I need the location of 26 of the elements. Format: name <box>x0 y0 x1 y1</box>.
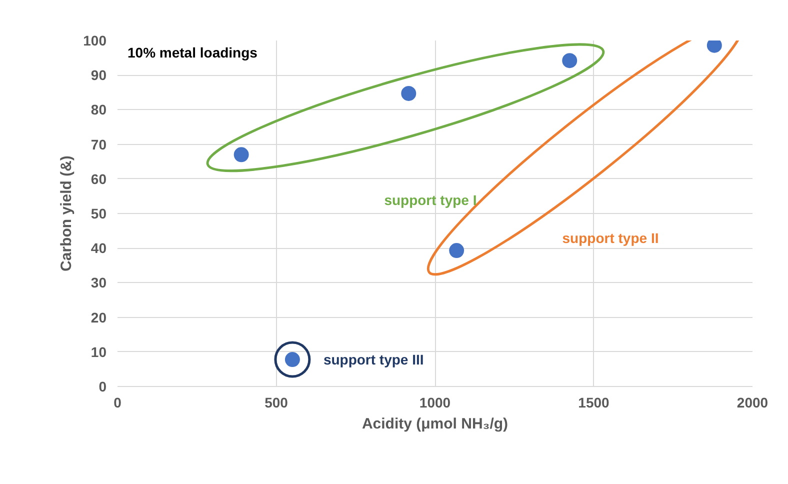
annotation: support type I <box>384 192 477 208</box>
y-axis-title: Carbon yield (&) <box>58 156 76 272</box>
y-tick-label: 100 <box>83 32 107 48</box>
x-tick-label: 500 <box>264 394 288 410</box>
y-tick-label: 90 <box>90 67 107 84</box>
x-axis-title: Acidity (μmol NH₃/g) <box>362 416 508 432</box>
y-tick-label: 20 <box>90 309 107 326</box>
point <box>401 86 416 101</box>
x-tick-label: 2000 <box>736 394 768 410</box>
annotation: 10% metal loadings <box>128 44 258 60</box>
y-tick-label: 50 <box>90 206 107 222</box>
x-tick-label: 0 <box>114 394 122 410</box>
x-tick-label: 1000 <box>419 394 451 410</box>
y-tick-label: 30 <box>90 274 107 291</box>
y-tick-label: 70 <box>90 136 107 152</box>
y-tick-label: 10 <box>90 344 107 360</box>
x-tick-label: 1500 <box>578 394 610 410</box>
point <box>234 147 249 162</box>
y-tick-label: 0 <box>98 378 107 394</box>
y-tick-label: 60 <box>90 170 107 187</box>
annotation: support type III <box>323 352 424 368</box>
point <box>449 243 464 258</box>
y-tick-label: 80 <box>90 102 107 118</box>
annotation: support type II <box>562 230 659 246</box>
point <box>562 53 578 68</box>
y-tick-label: 40 <box>90 240 107 256</box>
